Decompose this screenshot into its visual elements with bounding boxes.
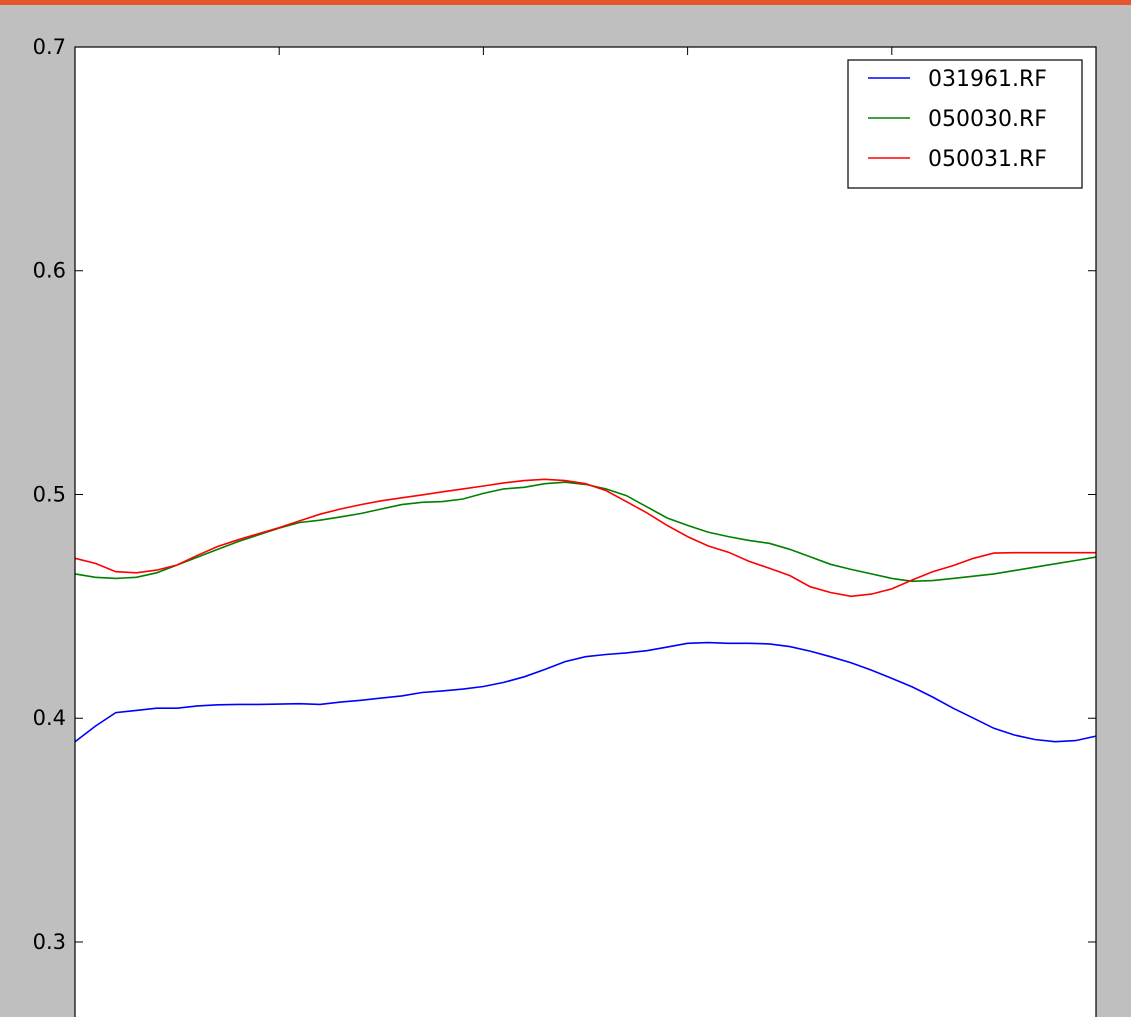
y-tick-label: 0.6 — [33, 259, 66, 283]
legend-label: 050030.RF — [928, 107, 1047, 132]
legend: 031961.RF 050030.RF 050031.RF — [847, 59, 1083, 189]
legend-entry: 050030.RF — [868, 107, 1047, 132]
legend-label: 031961.RF — [928, 67, 1047, 92]
y-tick-label: 0.4 — [33, 706, 66, 730]
legend-entry: 050031.RF — [868, 147, 1047, 172]
legend-entry: 031961.RF — [868, 67, 1047, 92]
plot-frame — [74, 46, 1097, 1017]
legend-box — [847, 59, 1083, 189]
plot-area — [75, 47, 1096, 1017]
legend-label: 050031.RF — [928, 147, 1047, 172]
y-axis-tick-labels: 0.3 0.4 0.5 0.6 0.7 — [33, 35, 66, 954]
series-lines — [74, 478, 1097, 743]
top-accent-bar — [0, 0, 1131, 5]
y-tick-label: 0.3 — [33, 930, 66, 954]
y-tick-label: 0.5 — [33, 482, 66, 506]
series-line-2 — [74, 478, 1096, 598]
line-chart: 0.3 0.4 0.5 0.6 0.7 031961.RF 050030.RF 0500… — [33, 35, 1097, 1017]
y-tick-label: 0.7 — [33, 35, 66, 59]
series-line-0 — [74, 641, 1097, 743]
